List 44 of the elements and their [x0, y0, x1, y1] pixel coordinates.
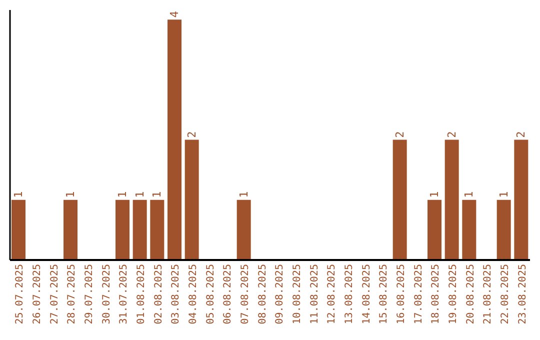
- data-label: 1: [497, 191, 510, 198]
- data-label: 4: [168, 10, 181, 18]
- data-label: 1: [116, 191, 129, 198]
- x-tick-label: 10.08.2025: [292, 264, 303, 324]
- x-tick-label: 02.08.2025: [153, 264, 164, 324]
- x-tick-label: 22.08.2025: [500, 264, 511, 324]
- x-tick-label: 31.07.2025: [118, 264, 130, 324]
- x-tick-label: 11.08.2025: [309, 264, 320, 324]
- x-tick-label: 09.08.2025: [274, 264, 286, 324]
- x-tick-label: 05.08.2025: [205, 264, 216, 324]
- x-tick-label: 15.08.2025: [378, 264, 390, 324]
- x-tick-label: 26.07.2025: [32, 264, 43, 324]
- x-tick-label: 17.08.2025: [413, 264, 424, 324]
- data-label: 2: [393, 131, 406, 138]
- data-label: 2: [185, 131, 198, 138]
- data-label: 1: [237, 191, 250, 198]
- x-tick-label: 21.08.2025: [482, 264, 494, 324]
- x-tick-label: 19.08.2025: [448, 264, 459, 324]
- x-tick-label: 12.08.2025: [326, 264, 338, 324]
- data-label: 1: [428, 191, 441, 198]
- data-label: 1: [133, 191, 146, 198]
- x-tick-label: 25.07.2025: [14, 264, 26, 324]
- data-label: 1: [12, 191, 25, 198]
- data-label: 1: [150, 191, 164, 198]
- data-label: 1: [64, 191, 77, 198]
- x-tick-label: 04.08.2025: [188, 264, 199, 324]
- x-tick-label: 29.07.2025: [84, 264, 95, 324]
- x-tick-label: 20.08.2025: [465, 264, 476, 324]
- x-tick-label: 13.08.2025: [344, 264, 355, 324]
- data-label: 1: [462, 191, 476, 198]
- x-tick-label: 27.07.2025: [49, 264, 60, 324]
- x-tick-label: 01.08.2025: [136, 264, 147, 324]
- x-tick-label: 08.08.2025: [257, 264, 268, 324]
- x-tick-label: 23.08.2025: [517, 264, 528, 324]
- x-tick-label: 03.08.2025: [170, 264, 182, 324]
- x-tick-label: 18.08.2025: [430, 264, 442, 324]
- x-tick-label: 16.08.2025: [396, 264, 407, 324]
- data-label: 2: [514, 131, 528, 138]
- x-tick-label: 06.08.2025: [222, 264, 234, 324]
- x-tick-label: 07.08.2025: [240, 264, 251, 324]
- x-tick-label: 28.07.2025: [66, 264, 78, 324]
- x-tick-label: 14.08.2025: [361, 264, 372, 324]
- data-label: 2: [445, 131, 458, 138]
- x-tick-label: 30.07.2025: [101, 264, 112, 324]
